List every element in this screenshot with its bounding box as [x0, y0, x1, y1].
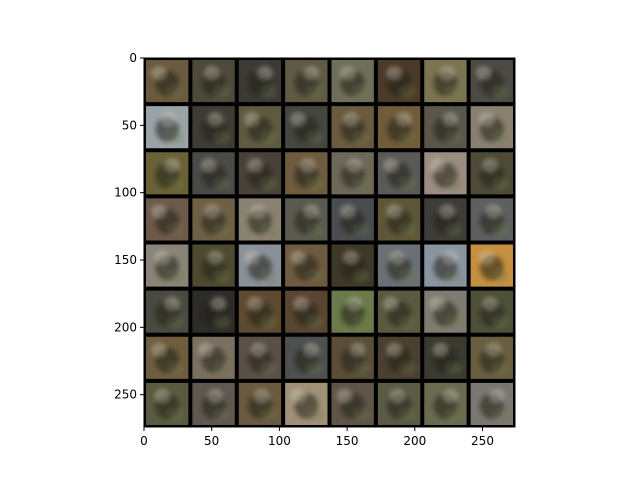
x-tick-label: 200 — [403, 434, 426, 448]
image-tile — [192, 60, 235, 103]
image-tile — [424, 336, 467, 379]
x-tick-label: 100 — [268, 434, 291, 448]
image-tile — [192, 336, 235, 379]
image-tile — [377, 198, 421, 241]
image-tile — [146, 290, 189, 333]
y-tick-label: 250 — [114, 388, 137, 402]
image-tile — [192, 106, 235, 149]
image-tile — [238, 198, 282, 241]
image-tile — [146, 244, 189, 287]
image-tile — [331, 60, 374, 103]
image-tile — [424, 382, 467, 425]
image-tile — [238, 244, 282, 287]
image-tile — [331, 336, 374, 379]
image-tile — [285, 290, 328, 333]
x-tick-label: 0 — [140, 434, 148, 448]
x-tick-label: 150 — [336, 434, 359, 448]
image-tile — [424, 106, 467, 149]
y-tick-label: 50 — [122, 118, 137, 132]
image-tile — [238, 382, 282, 425]
image-tile — [377, 382, 421, 425]
image-tile — [238, 106, 282, 149]
axes-frame — [143, 57, 516, 428]
image-tile — [470, 290, 513, 333]
image-tile — [285, 152, 328, 195]
y-tick-label: 100 — [114, 186, 137, 200]
image-tile — [285, 336, 328, 379]
image-tile — [146, 198, 189, 241]
image-tile — [470, 152, 513, 195]
image-tile — [238, 60, 282, 103]
image-tile — [238, 336, 282, 379]
image-tile — [285, 382, 328, 425]
y-tick-label: 150 — [114, 253, 137, 267]
image-tile — [470, 60, 513, 103]
image-tile — [470, 244, 513, 287]
x-axis: 0 50 100 150 200 250 — [140, 427, 494, 448]
image-tile — [285, 106, 328, 149]
image-tile — [470, 198, 513, 241]
image-tile — [238, 152, 282, 195]
image-tile — [146, 60, 189, 103]
y-tick-label: 200 — [114, 320, 137, 334]
x-tick-label: 250 — [471, 434, 494, 448]
image-grid — [144, 58, 515, 427]
image-tile — [470, 106, 513, 149]
image-tile — [424, 198, 467, 241]
image-tile — [424, 60, 467, 103]
image-tile — [331, 106, 374, 149]
x-tick-label: 50 — [204, 434, 219, 448]
image-tile — [146, 336, 189, 379]
image-tile — [192, 290, 235, 333]
image-tile — [377, 106, 421, 149]
image-tile — [192, 244, 235, 287]
image-tile — [424, 244, 467, 287]
image-tile — [470, 336, 513, 379]
image-tile — [377, 60, 421, 103]
image-tile — [192, 152, 235, 195]
image-tile — [470, 382, 513, 425]
image-tile — [424, 152, 467, 195]
image-tile — [146, 382, 189, 425]
image-tile — [192, 382, 235, 425]
y-axis: 0 50 100 150 200 250 — [114, 51, 144, 402]
image-tile — [377, 290, 421, 333]
image-tile — [331, 152, 374, 195]
image-tile — [285, 198, 328, 241]
image-tile — [192, 198, 235, 241]
image-tiles — [146, 60, 513, 425]
image-tile — [377, 152, 421, 195]
image-tile — [331, 244, 374, 287]
image-tile — [238, 290, 282, 333]
y-tick-label: 0 — [129, 51, 137, 65]
image-tile — [424, 290, 467, 333]
image-tile — [377, 244, 421, 287]
image-tile — [146, 106, 189, 149]
image-tile — [331, 198, 374, 241]
image-tile — [377, 336, 421, 379]
image-tile — [285, 244, 328, 287]
image-tile — [331, 382, 374, 425]
image-tile — [285, 60, 328, 103]
image-tile — [146, 152, 189, 195]
image-tile — [331, 290, 374, 333]
